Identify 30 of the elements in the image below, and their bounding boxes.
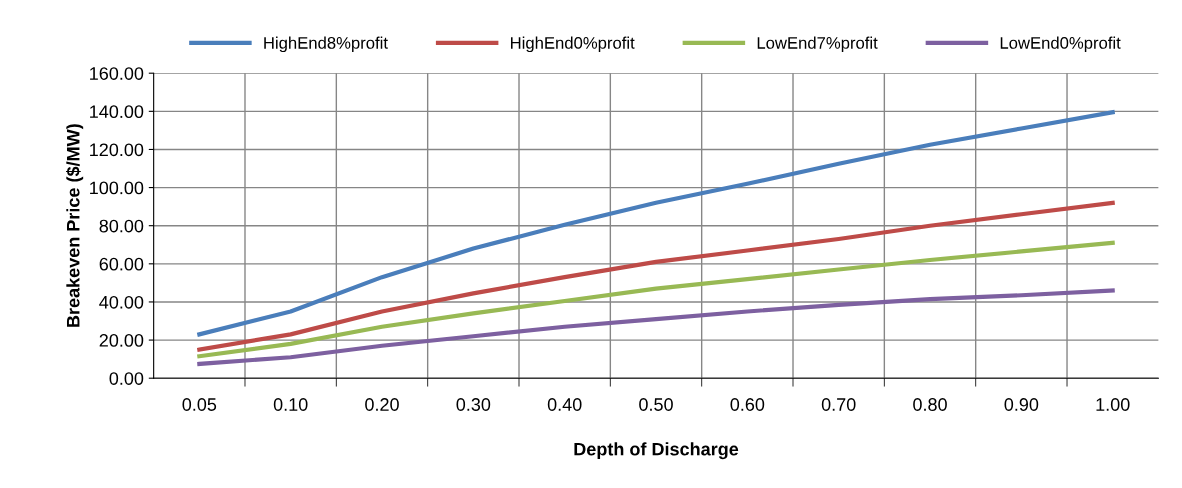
x-tick-label: 0.20 [365,398,399,411]
x-tick-label: 0.40 [547,398,582,411]
x-tick-label: 0.90 [1004,398,1039,411]
y-tick-label: 100.00 [90,181,144,195]
y-tick-label: 160.00 [90,67,144,80]
y-tick-label: 40.00 [99,295,144,309]
legend-label: HighEnd0%profit [511,36,635,53]
x-axis-title: Depth of Discharge [574,442,739,460]
y-tick-label: 20.00 [99,334,144,347]
y-tick-label: 0.00 [109,372,144,385]
x-tick-label: 1.00 [1096,398,1130,411]
legend-label: LowEnd7%profit [757,36,878,53]
line-series [197,288,1115,366]
y-tick-label: 140.00 [90,105,144,119]
legend-label: HighEnd8%profit [264,36,388,53]
x-tick-label: 0.50 [639,398,673,411]
x-tick-label: 0.30 [456,398,491,411]
y-tick-label: 120.00 [90,143,144,157]
x-tick-label: 0.70 [821,398,856,411]
x-tick-label: 0.80 [913,398,947,411]
y-tick-label: 80.00 [99,219,144,233]
x-tick-label: 0.10 [273,398,308,411]
line-series [197,240,1115,359]
y-axis-title: Breakeven Price ($/MW) [66,124,84,327]
line-series [197,200,1115,352]
legend-label: LowEnd0%profit [1000,36,1121,53]
x-tick-label: 0.05 [182,398,217,411]
line-series [197,110,1115,337]
y-tick-label: 60.00 [99,257,144,271]
x-tick-label: 0.60 [730,398,765,411]
